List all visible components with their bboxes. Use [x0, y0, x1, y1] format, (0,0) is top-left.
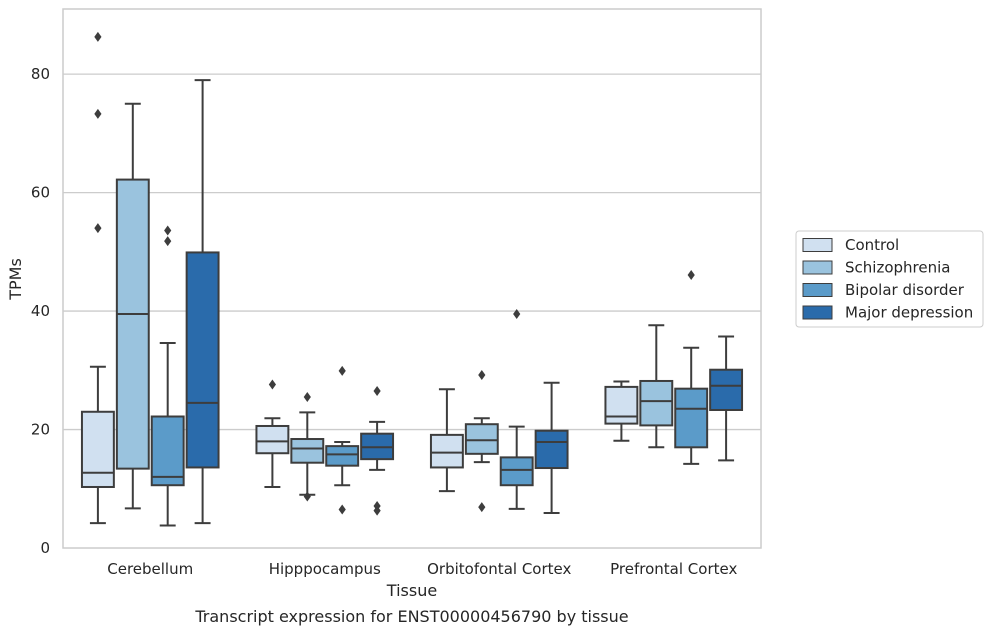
box-1-3	[360, 386, 395, 516]
y-tick-label: 0	[40, 539, 50, 557]
x-tick-labels: Cerebellum Hipppocampus Orbitofontal Corte…	[107, 560, 737, 578]
outlier-point	[303, 391, 311, 402]
box-iqr	[709, 368, 744, 411]
legend-frame	[795, 230, 984, 328]
box-iqr	[150, 415, 185, 487]
box-iqr	[325, 445, 360, 467]
outlier-point	[373, 505, 381, 516]
x-axis-label: Tissue	[386, 581, 437, 600]
box-iqr	[639, 379, 674, 427]
box-0-2	[150, 225, 185, 527]
outlier-point	[478, 502, 486, 513]
box-2-2	[499, 309, 534, 510]
x-tick-label: Prefrontal Cortex	[610, 560, 737, 578]
y-tick-label: 80	[31, 65, 50, 83]
y-tick-label: 20	[31, 421, 50, 439]
outlier-point	[338, 504, 346, 515]
outlier-point	[94, 223, 102, 234]
x-tick-label: Hipppocampus	[269, 560, 381, 578]
legend-swatch	[802, 305, 833, 320]
legend-label: Schizophrenia	[845, 259, 950, 277]
y-tick-labels: 0 20 40 60 80	[31, 65, 50, 557]
legend-label: Major depression	[845, 304, 973, 322]
box-iqr	[674, 387, 709, 449]
plot-frame	[62, 8, 762, 549]
box-1-2	[325, 365, 360, 515]
box-iqr	[429, 433, 464, 469]
x-tick-label: Orbitofontal Cortex	[427, 560, 571, 578]
outlier-point	[373, 386, 381, 397]
box-iqr	[499, 456, 534, 487]
box-iqr	[185, 251, 220, 469]
box-1-1	[290, 391, 325, 502]
box-3-1	[639, 324, 674, 449]
box-iqr	[604, 385, 639, 425]
legend-label: Control	[845, 236, 899, 254]
y-tick-label: 60	[31, 184, 50, 202]
box-2-1	[464, 370, 499, 513]
box-groups	[80, 31, 744, 527]
box-iqr	[464, 423, 499, 455]
outlier-point	[94, 31, 102, 42]
chart-caption: Transcript expression for ENST0000045679…	[194, 607, 628, 626]
outlier-point	[338, 365, 346, 376]
outlier-point	[478, 370, 486, 381]
box-iqr	[290, 438, 325, 464]
box-3-2	[674, 269, 709, 465]
outlier-point	[268, 379, 276, 390]
box-0-1	[115, 102, 150, 510]
outlier-point	[513, 309, 521, 320]
box-iqr	[534, 429, 569, 470]
y-axis-label: TPMs	[6, 258, 25, 301]
box-0-3	[185, 79, 220, 525]
x-tick-label: Cerebellum	[107, 560, 193, 578]
legend: Control Schizophrenia Bipolar disorder Majo…	[795, 230, 984, 328]
y-tick-label: 40	[31, 302, 50, 320]
box-iqr	[255, 424, 290, 455]
box-iqr	[115, 178, 150, 470]
outlier-point	[687, 269, 695, 280]
outlier-point	[164, 225, 172, 236]
outlier-point	[94, 108, 102, 119]
box-3-0	[604, 380, 639, 442]
outlier-point	[164, 236, 172, 247]
legend-swatch	[802, 260, 833, 275]
outlier-point	[303, 491, 311, 502]
box-3-3	[709, 335, 744, 462]
box-1-0	[255, 379, 290, 488]
box-2-3	[534, 381, 569, 515]
box-2-0	[429, 388, 464, 493]
box-iqr	[80, 410, 115, 488]
legend-swatch	[802, 283, 833, 297]
box-0-0	[80, 31, 115, 525]
legend-label: Bipolar disorder	[845, 281, 965, 299]
legend-swatch	[802, 238, 833, 252]
